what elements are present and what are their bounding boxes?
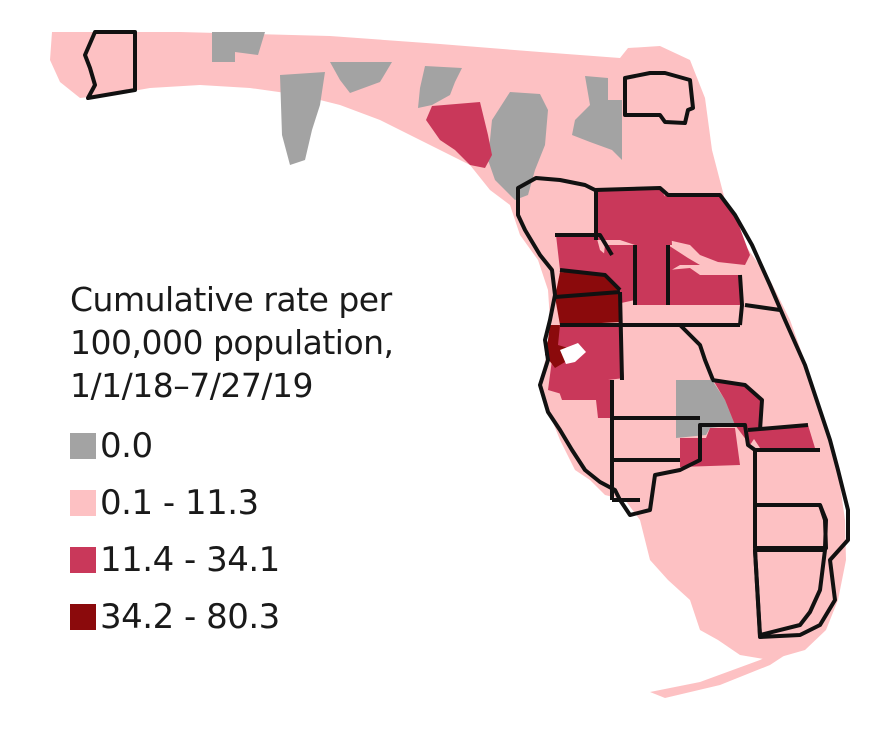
- legend-item-low: 0.1 - 11.3: [70, 474, 394, 531]
- counties-high: [545, 272, 622, 368]
- county-high: [555, 292, 622, 325]
- county-gray: [572, 76, 622, 160]
- legend-items: 0.0 0.1 - 11.3 11.4 - 34.1 34.2 - 80.3: [70, 417, 394, 645]
- legend-item-zero: 0.0: [70, 417, 394, 474]
- legend-title-line-1: Cumulative rate per: [70, 280, 392, 319]
- map-legend: Cumulative rate per 100,000 population, …: [70, 278, 394, 645]
- county-gray: [280, 72, 325, 165]
- legend-label: 0.1 - 11.3: [100, 482, 259, 523]
- legend-swatch: [70, 603, 96, 630]
- florida-keys: [650, 628, 815, 698]
- legend-title: Cumulative rate per 100,000 population, …: [70, 278, 394, 407]
- county-medium: [668, 268, 742, 305]
- legend-swatch: [70, 546, 96, 573]
- county-medium: [426, 102, 492, 168]
- county-gray: [418, 66, 462, 108]
- legend-item-high: 34.2 - 80.3: [70, 588, 394, 645]
- county-medium: [548, 325, 624, 395]
- county-gray: [212, 32, 265, 62]
- legend-label: 0.0: [100, 425, 153, 466]
- county-gray: [488, 92, 548, 200]
- county-medium: [596, 188, 672, 245]
- legend-label: 34.2 - 80.3: [100, 596, 280, 637]
- county-gray: [330, 62, 392, 93]
- legend-label: 11.4 - 34.1: [100, 539, 280, 580]
- counties-zero: [212, 32, 735, 438]
- county-medium: [748, 425, 815, 448]
- county-high: [555, 272, 620, 297]
- county-medium: [556, 235, 612, 275]
- legend-swatch: [70, 432, 96, 459]
- outline-nassau: [623, 71, 695, 125]
- county-medium: [665, 195, 750, 265]
- county-medium: [680, 428, 740, 467]
- legend-swatch: [70, 489, 96, 516]
- counties-medium: [426, 102, 815, 467]
- legend-title-line-3: 1/1/18–7/27/19: [70, 366, 313, 405]
- tampa-bay: [560, 343, 586, 364]
- outline-escambia: [83, 30, 137, 100]
- legend-title-line-2: 100,000 population,: [70, 323, 394, 362]
- county-outlines: [83, 30, 850, 639]
- county-medium: [555, 380, 612, 418]
- outline-southeast: [753, 503, 828, 637]
- outline-inner-borders: [554, 190, 820, 502]
- legend-item-medium: 11.4 - 34.1: [70, 531, 394, 588]
